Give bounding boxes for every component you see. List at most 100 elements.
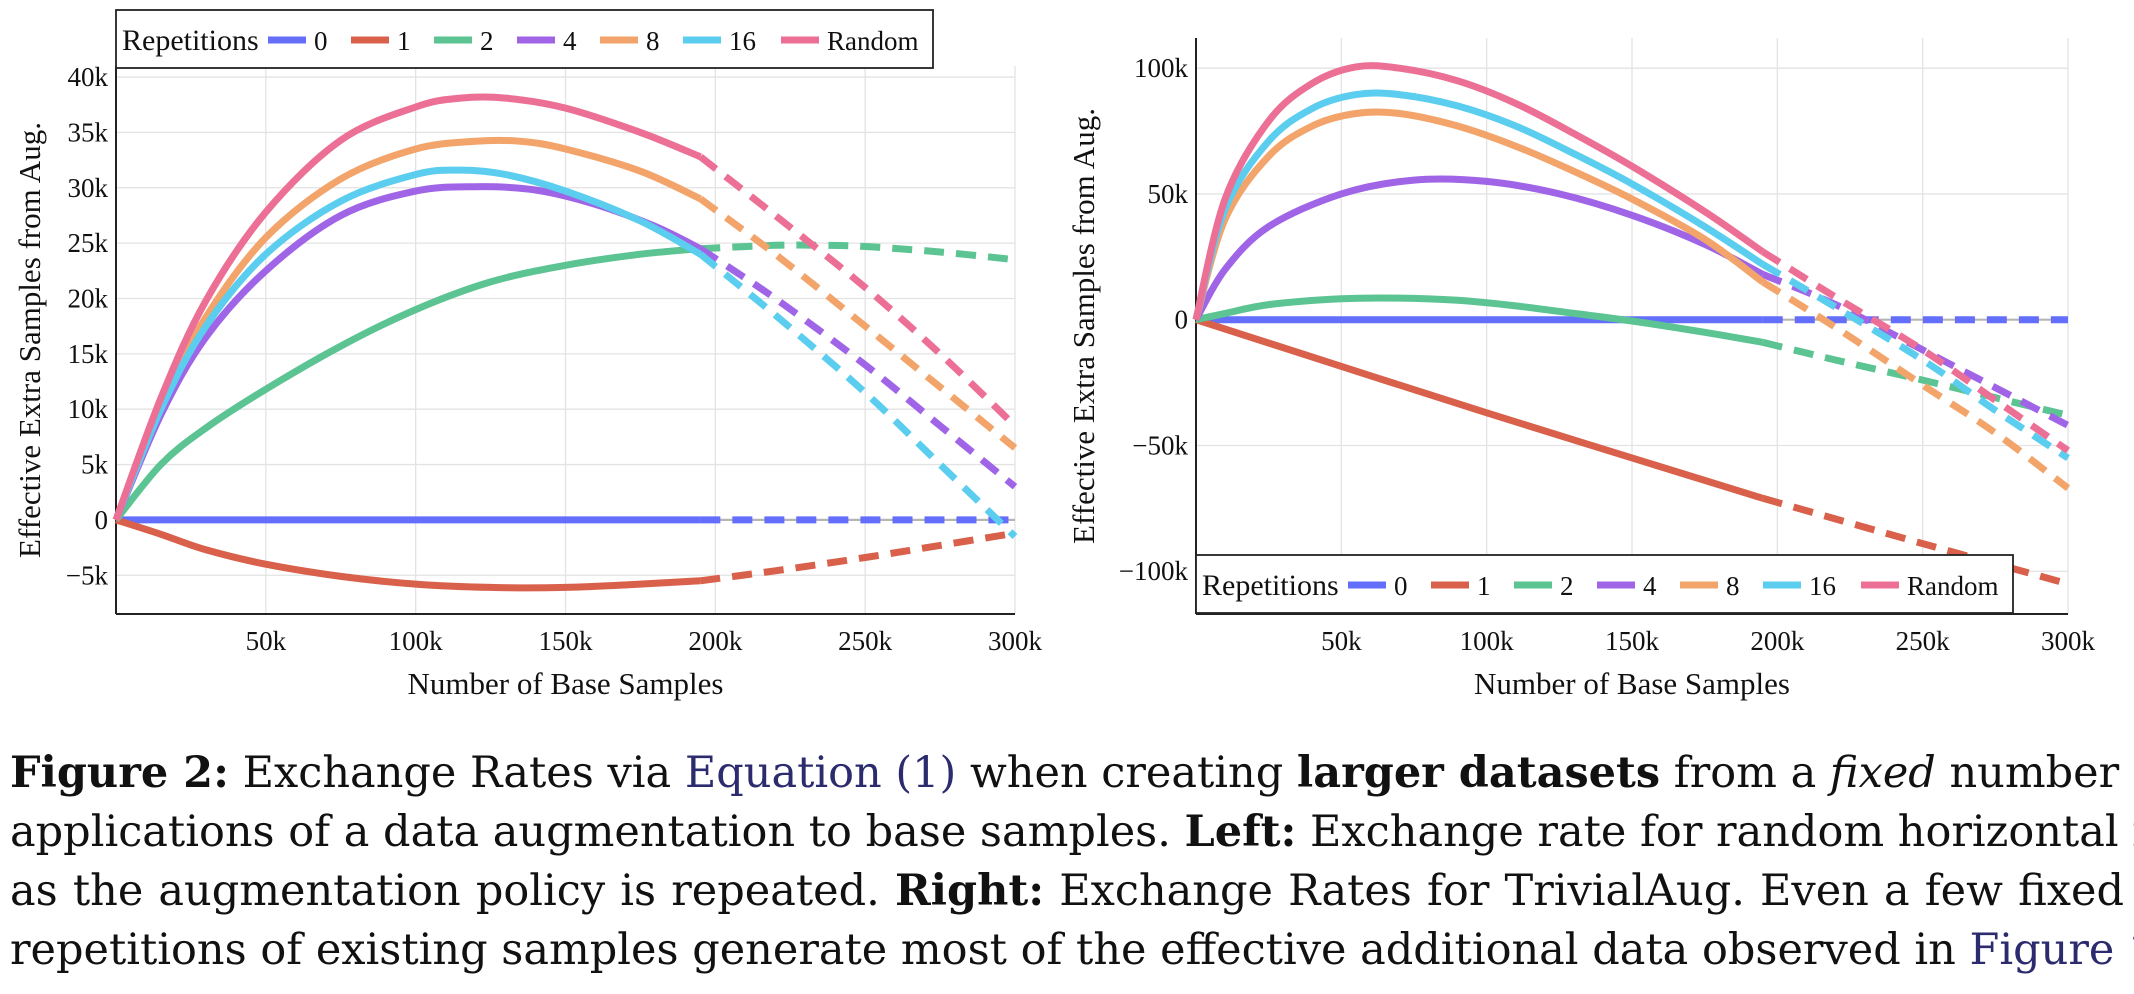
y-tick-label: 50k <box>1148 179 1189 209</box>
legend-label: 0 <box>314 26 328 56</box>
y-tick-label: 0 <box>95 505 109 535</box>
x-tick-label: 200k <box>1750 626 1805 656</box>
series-4 <box>1192 175 2070 429</box>
figure-caption: Figure 2: Exchange Rates via Equation (1… <box>10 744 2134 980</box>
legend-label: 16 <box>1809 571 1836 601</box>
legend-title: Repetitions <box>122 24 259 57</box>
series-Random <box>112 93 1018 522</box>
figure-canvas: 50k 100k 150k 200k 250k 300k−5k05k10k15k20k25… <box>12 9 2096 701</box>
left-chart: 50k 100k 150k 200k 250k 300k −5k 0 5k 10k 15k 20k 25… <box>12 9 1043 701</box>
series-line-solid <box>112 93 702 522</box>
series-line-solid <box>1192 175 1765 322</box>
series-line-solid <box>1192 108 1765 321</box>
x-tick-label: 300k <box>2041 626 2096 656</box>
y-tick-label: 0 <box>1175 305 1189 335</box>
series-line-dashed <box>698 251 1018 540</box>
caption-text: repetitions of existing samples generate… <box>10 925 1970 975</box>
x-tick-label: 50k <box>246 626 287 656</box>
series-line-solid <box>1194 316 1764 502</box>
legend: Repetitions 0 1 2 4 8 16 Random <box>1195 554 2014 614</box>
legend-title: Repetitions <box>1202 569 1339 602</box>
x-tick-label: 300k <box>988 626 1043 656</box>
series-line-solid <box>114 516 701 592</box>
legend-label: 4 <box>563 26 577 56</box>
caption-text: Exchange rate for random horizontal flip… <box>1296 807 2134 857</box>
series-line-dashed <box>698 195 1018 451</box>
legend-label: 16 <box>729 26 756 56</box>
y-tick-label: 10k <box>68 394 109 424</box>
y-tick-label: 15k <box>68 339 109 369</box>
series-line-dashed <box>699 529 1016 585</box>
series-line-dashed <box>698 245 1018 490</box>
y-tick-label: 40k <box>68 62 109 92</box>
y-tick-label: 5k <box>81 450 109 480</box>
legend-label: 0 <box>1394 571 1408 601</box>
series-1 <box>114 516 1016 592</box>
caption-text: applications of a data augmentation to b… <box>10 807 1185 857</box>
caption-italic: fixed <box>1829 748 1936 798</box>
caption-text: from a <box>1660 748 1830 798</box>
series-line-solid <box>113 245 701 523</box>
y-tick-label: 20k <box>68 283 109 313</box>
grid <box>1196 38 2069 614</box>
legend-label: 8 <box>1726 571 1740 601</box>
series-line-dashed <box>1761 261 2070 462</box>
series-line-dashed <box>1761 338 2069 419</box>
x-tick-label: 100k <box>1460 626 1515 656</box>
y-tick-label: −50k <box>1132 430 1188 460</box>
equation-link[interactable]: Equation (1) <box>684 748 957 798</box>
series-line-dashed <box>700 241 1016 264</box>
caption-line-4: repetitions of existing samples generate… <box>10 921 2134 980</box>
series-line-solid <box>1192 89 1765 321</box>
series-line-dashed <box>1761 494 2069 588</box>
caption-label: Figure 2: <box>10 748 229 798</box>
x-tick-label: 100k <box>389 626 444 656</box>
legend-label: 4 <box>1643 571 1657 601</box>
caption-text: as the augmentation policy is repeated. <box>10 866 895 916</box>
x-tick-label: 50k <box>1321 626 1362 656</box>
series-line-dashed <box>1760 248 2070 454</box>
series-line-solid <box>1195 294 1764 346</box>
series-16 <box>112 166 1018 540</box>
y-tick-label: 100k <box>1134 53 1189 83</box>
caption-line-2: applications of a data augmentation to b… <box>10 803 2134 862</box>
caption-bold: Right: <box>894 866 1045 916</box>
x-tick-label: 200k <box>688 626 743 656</box>
x-tick-label: 250k <box>838 626 893 656</box>
legend-label: 8 <box>646 26 660 56</box>
legend-label: 1 <box>397 26 411 56</box>
x-axis-title: Number of Base Samples <box>408 666 724 701</box>
legend-label: 2 <box>1560 571 1574 601</box>
series-16 <box>1192 89 2070 462</box>
series-line-dashed <box>1761 271 2070 429</box>
y-tick-label: 25k <box>68 228 109 258</box>
legend-label: 1 <box>1477 571 1491 601</box>
caption-bold: Left: <box>1184 807 1297 857</box>
right-chart: 50k 100k 150k 200k 250k 300k −100k −50k 0 50k 100k… <box>1066 38 2096 701</box>
caption-text: Exchange Rates for TrivialAug. Even a fe… <box>1044 866 2124 916</box>
caption-text: Exchange Rates via <box>228 748 685 798</box>
figure-link[interactable]: Figure 1 <box>1969 925 2134 975</box>
x-tick-label: 150k <box>1605 626 1660 656</box>
series-line-solid <box>1192 62 1765 321</box>
series-line-dashed <box>698 154 1018 429</box>
x-tick-label: 150k <box>539 626 594 656</box>
caption-line-1: Figure 2: Exchange Rates via Equation (1… <box>10 744 2134 803</box>
series-Random <box>1192 62 2070 454</box>
caption-bold: larger datasets <box>1296 748 1661 798</box>
y-tick-label: −5k <box>66 560 109 590</box>
x-tick-label: 250k <box>1896 626 1951 656</box>
caption-line-3: as the augmentation policy is repeated. … <box>10 862 2124 921</box>
series-8 <box>1192 108 2071 491</box>
legend-label: 2 <box>480 26 494 56</box>
y-tick-label: 35k <box>68 117 109 147</box>
y-axis-title: Effective Extra Samples from Aug. <box>12 122 47 558</box>
series-2 <box>1195 294 2069 419</box>
caption-text: when creating <box>956 748 1297 798</box>
series-1 <box>1194 316 2069 588</box>
series-line-solid <box>112 166 703 522</box>
legend: Repetitions 0 1 2 4 8 16 Random <box>115 9 934 69</box>
y-axis-title: Effective Extra Samples from Aug. <box>1066 108 1101 544</box>
series-line-dashed <box>1760 279 2071 491</box>
y-tick-label: −100k <box>1119 556 1189 586</box>
